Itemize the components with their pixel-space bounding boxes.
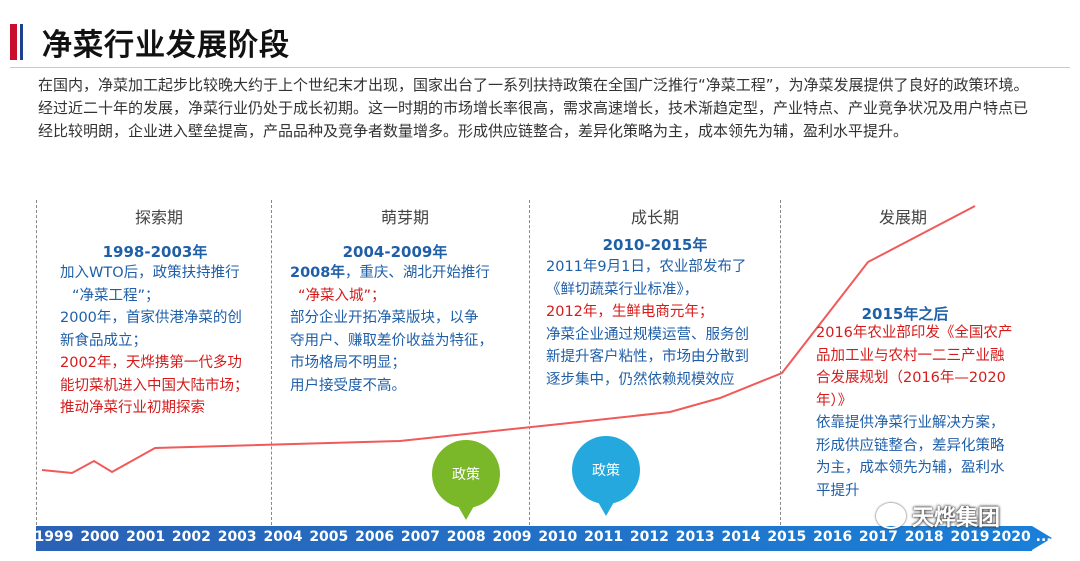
phase-3-content: 2011年9月1日，农业部发布了 《鲜切蔬菜行业标准》， 2012年，生鲜电商元… (546, 256, 749, 391)
phase-3-line: 《鲜切蔬菜行业标准》， (546, 281, 699, 298)
header-divider (10, 67, 1070, 68)
phase-3-line: 新提升客户粘性，市场由分散到 (546, 349, 749, 365)
policy-bubble-2008: 政策 (432, 440, 500, 520)
timeline-year: 2010 (538, 529, 578, 545)
phase-4-line: 形成供应链整合，差异化策略 (816, 437, 1005, 454)
phase-2-line: “净菜入城”； (298, 287, 386, 304)
phase-2-line-text: ，重庆、湖北开始推行 (344, 265, 490, 281)
timeline-year: 2008 (446, 529, 486, 545)
phase-1-line: “净菜工程”； (72, 287, 160, 304)
timeline-year: 2004 (263, 529, 303, 545)
timeline-year: 2009 (492, 529, 532, 545)
phase-4-line: 为主，成本领先为辅，盈利水 (816, 460, 1005, 476)
phase-2-line: 部分企业开拓净菜版块，以争 (290, 310, 479, 326)
phase-4-line: 2016年农业部印发《全国农产 (816, 325, 1013, 341)
timeline-year: 2014 (721, 529, 761, 545)
phase-1-line: 2000年，首家供港净菜的创 (60, 310, 242, 326)
phase-name-sprouting: 萌芽期 (380, 208, 429, 227)
phase-divider-2 (271, 200, 272, 530)
phase-4-line: 年）》 (816, 392, 853, 409)
timeline-year: 2001 (126, 529, 166, 545)
policy-bubble-label: 政策 (452, 467, 480, 483)
phase-4-line: 依靠提供净菜行业解决方案， (816, 415, 1005, 431)
phase-3-line: 逐步集中，仍然依赖规模效应 (546, 371, 735, 388)
phase-1-line: 新食品成立； (60, 332, 147, 349)
timeline-year: 2003 (217, 529, 257, 545)
phase-3-line: 净菜企业通过规模运营、服务创 (546, 326, 749, 343)
timeline-year: 2018 (904, 529, 944, 545)
page-title: 净菜行业发展阶段 (42, 28, 290, 63)
watermark: 天烨集团 (876, 500, 1000, 532)
timeline-year: 2016 (813, 529, 853, 545)
intro-paragraph-1: 在国内，净菜加工起步比较晚大约于上个世纪末才出现，国家出台了一系列扶持政策在全国… (38, 76, 1029, 94)
phase-name-development: 发展期 (878, 208, 927, 227)
phase-1-line: 加入WTO后，政策扶持推行 (60, 265, 240, 281)
phase-2-line: 市场格局不明显； (290, 355, 406, 371)
period-2015-after: 2015年之后 (861, 305, 949, 323)
phase-3-line: 2012年，生鲜电商元年； (546, 304, 714, 320)
intro-text: 在国内，净菜加工起步比较晚大约于上个世纪末才出现，国家出台了一系列扶持政策在全国… (38, 74, 1038, 143)
title-accent-blue (20, 24, 23, 60)
phase-divider-4 (780, 200, 781, 530)
timeline-band (36, 526, 1032, 551)
policy-bubble-label: 政策 (592, 463, 620, 479)
wechat-icon (876, 503, 906, 529)
timeline-year: 2015 (767, 529, 807, 545)
timeline-year: 2006 (355, 529, 395, 545)
phase-4-line: 合发展规划（2016年—2020 (816, 370, 1006, 386)
timeline-year: 2019 (950, 529, 990, 545)
period-2004-2009: 2004-2009年 (342, 243, 448, 261)
timeline-year: 2017 (858, 529, 898, 545)
phase-2-line: 2008年，重庆、湖北开始推行 (290, 265, 490, 281)
timeline-bar (36, 526, 1052, 551)
phase-1-line: 推动净菜行业初期探索 (60, 400, 205, 416)
intro-paragraph-2: 经过近二十年的发展，净菜行业仍处于成长初期。这一时期的市场增长率很高，需求高速增… (38, 99, 1029, 140)
timeline-year: 1999 (34, 529, 74, 545)
title-accent-red (10, 24, 17, 60)
timeline-year: 2005 (309, 529, 349, 545)
phase-1-content: 加入WTO后，政策扶持推行 “净菜工程”； 2000年，首家供港净菜的创 新食品… (60, 262, 249, 420)
phase-2-line: 用户接受度不高。 (290, 377, 406, 394)
timeline-year: 2011 (584, 529, 624, 545)
bubble-tail (598, 502, 614, 516)
phase-1-line: 能切菜机进入中国大陆市场； (60, 377, 249, 394)
bubble-tail (458, 506, 474, 520)
phase-name-exploration: 探索期 (134, 208, 183, 227)
phase-divider-1 (36, 200, 37, 530)
phase-4-line: 品加工业与农村一二三产业融 (816, 347, 1005, 364)
period-2010-2015: 2010-2015年 (602, 236, 708, 254)
timeline-year: 2012 (629, 529, 669, 545)
phase-3-line: 2011年9月1日，农业部发布了 (546, 259, 747, 275)
growth-curve-line (41, 205, 976, 475)
timeline-year: 2007 (400, 529, 440, 545)
timeline-year: 2002 (171, 529, 211, 545)
watermark-text: 天烨集团 (912, 506, 1001, 531)
phase-2-line: 夺用户、赚取差价收益为特征， (290, 332, 493, 349)
timeline-arrow-icon (1032, 526, 1052, 550)
timeline-year: 2000 (80, 529, 120, 545)
phase-2-content: 2008年，重庆、湖北开始推行 “净菜入城”； 部分企业开拓净菜版块，以争 夺用… (290, 262, 493, 397)
policy-bubble-2011: 政策 (572, 436, 640, 516)
phase-divider-3 (529, 200, 530, 530)
phase-name-growth: 成长期 (630, 208, 679, 227)
phase-4-line: 平提升 (816, 482, 860, 499)
period-1998-2003: 1998-2003年 (102, 243, 208, 261)
timeline-year: 2020 .... (991, 529, 1057, 545)
timeline-year: 2013 (675, 529, 715, 545)
phase-1-line: 2002年，天烨携第一代多功 (60, 355, 242, 371)
phase-4-content: 2016年农业部印发《全国农产 品加工业与农村一二三产业融 合发展规划（2016… (816, 322, 1012, 502)
